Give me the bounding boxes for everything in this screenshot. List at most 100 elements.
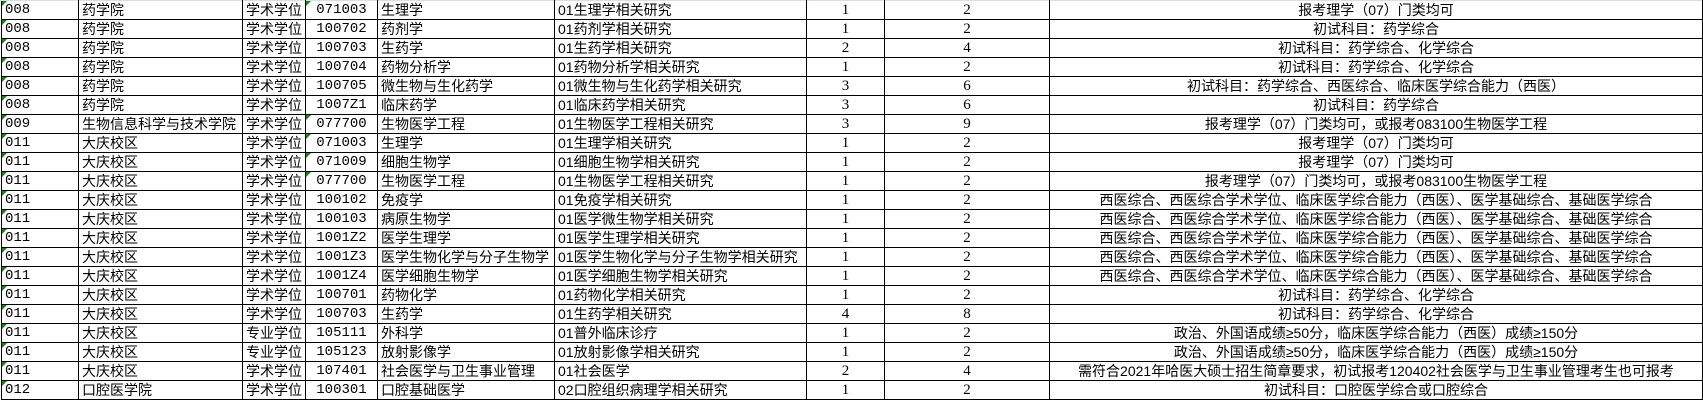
cell-research-direction[interactable]: 01普外临床诊疗 [554,323,807,343]
cell-note[interactable]: 西医综合、西医综合学术学位、临床医学综合能力（西医）、医学基础综合、基础医学综合 [1049,266,1703,286]
cell-dept-code[interactable]: 011 [1,228,79,248]
cell-major-code[interactable]: 077700 [305,114,378,134]
cell-note[interactable]: 初试科目：药学综合、西医综合、临床医学综合能力（西医） [1049,76,1703,96]
cell-major[interactable]: 生药学 [377,38,555,58]
cell-quota[interactable]: 2 [884,228,1050,248]
cell-major[interactable]: 放射影像学 [377,342,555,362]
cell-research-direction[interactable]: 01药物分析学相关研究 [554,57,807,77]
cell-major-code[interactable]: 100704 [305,57,378,77]
cell-note[interactable]: 报考理学（07）门类均可，或报考083100生物医学工程 [1049,114,1703,134]
cell-degree-type[interactable]: 学术学位 [242,152,306,172]
cell-department[interactable]: 大庆校区 [78,285,243,305]
cell-department[interactable]: 大庆校区 [78,323,243,343]
cell-major[interactable]: 生理学 [377,0,555,20]
cell-department[interactable]: 大庆校区 [78,247,243,267]
cell-department[interactable]: 大庆校区 [78,361,243,381]
cell-major[interactable]: 口腔基础医学 [377,380,555,400]
cell-major-code[interactable]: 100102 [305,190,378,210]
cell-plan-count[interactable]: 1 [806,266,885,286]
cell-quota[interactable]: 2 [884,0,1050,20]
cell-dept-code[interactable]: 011 [1,304,79,324]
cell-major[interactable]: 病原生物学 [377,209,555,229]
cell-degree-type[interactable]: 学术学位 [242,304,306,324]
cell-major[interactable]: 医学生物化学与分子生物学 [377,247,555,267]
cell-quota[interactable]: 2 [884,285,1050,305]
cell-degree-type[interactable]: 学术学位 [242,19,306,39]
cell-major[interactable]: 生理学 [377,133,555,153]
cell-department[interactable]: 药学院 [78,57,243,77]
cell-quota[interactable]: 6 [884,95,1050,115]
cell-degree-type[interactable]: 专业学位 [242,323,306,343]
cell-department[interactable]: 大庆校区 [78,209,243,229]
cell-note[interactable]: 西医综合、西医综合学术学位、临床医学综合能力（西医）、医学基础综合、基础医学综合 [1049,209,1703,229]
cell-note[interactable]: 政治、外国语成绩≥50分，临床医学综合能力（西医）成绩≥150分 [1049,342,1703,362]
cell-major-code[interactable]: 107401 [305,361,378,381]
cell-major-code[interactable]: 1001Z3 [305,247,378,267]
cell-department[interactable]: 大庆校区 [78,228,243,248]
cell-major-code[interactable]: 100301 [305,380,378,400]
cell-quota[interactable]: 4 [884,38,1050,58]
cell-major-code[interactable]: 1001Z2 [305,228,378,248]
cell-major[interactable]: 药物分析学 [377,57,555,77]
cell-research-direction[interactable]: 01药物化学相关研究 [554,285,807,305]
cell-research-direction[interactable]: 02口腔组织病理学相关研究 [554,380,807,400]
cell-note[interactable]: 初试科目：口腔医学综合或口腔综合 [1049,380,1703,400]
cell-dept-code[interactable]: 008 [1,38,79,58]
cell-degree-type[interactable]: 学术学位 [242,285,306,305]
cell-note[interactable]: 初试科目：药学综合 [1049,19,1703,39]
cell-research-direction[interactable]: 01细胞生物学相关研究 [554,152,807,172]
cell-plan-count[interactable]: 1 [806,228,885,248]
cell-major-code[interactable]: 100703 [305,38,378,58]
cell-plan-count[interactable]: 1 [806,152,885,172]
cell-plan-count[interactable]: 1 [806,133,885,153]
cell-note[interactable]: 政治、外国语成绩≥50分，临床医学综合能力（西医）成绩≥150分 [1049,323,1703,343]
cell-major-code[interactable]: 105111 [305,323,378,343]
cell-degree-type[interactable]: 学术学位 [242,380,306,400]
cell-plan-count[interactable]: 2 [806,38,885,58]
cell-major[interactable]: 外科学 [377,323,555,343]
cell-plan-count[interactable]: 1 [806,57,885,77]
cell-quota[interactable]: 8 [884,304,1050,324]
cell-degree-type[interactable]: 学术学位 [242,95,306,115]
cell-plan-count[interactable]: 1 [806,380,885,400]
cell-degree-type[interactable]: 专业学位 [242,342,306,362]
cell-department[interactable]: 大庆校区 [78,171,243,191]
cell-plan-count[interactable]: 3 [806,114,885,134]
cell-department[interactable]: 大庆校区 [78,190,243,210]
cell-note[interactable]: 初试科目：药学综合、化学综合 [1049,304,1703,324]
cell-major-code[interactable]: 077700 [305,171,378,191]
cell-department[interactable]: 大庆校区 [78,133,243,153]
cell-major-code[interactable]: 071003 [305,0,378,20]
cell-dept-code[interactable]: 011 [1,209,79,229]
cell-dept-code[interactable]: 008 [1,0,79,20]
cell-quota[interactable]: 2 [884,57,1050,77]
cell-note[interactable]: 报考理学（07）门类均可，或报考083100生物医学工程 [1049,171,1703,191]
cell-plan-count[interactable]: 1 [806,0,885,20]
cell-department[interactable]: 药学院 [78,0,243,20]
cell-department[interactable]: 大庆校区 [78,304,243,324]
cell-department[interactable]: 药学院 [78,95,243,115]
cell-quota[interactable]: 2 [884,190,1050,210]
cell-degree-type[interactable]: 学术学位 [242,0,306,20]
cell-department[interactable]: 药学院 [78,76,243,96]
cell-plan-count[interactable]: 1 [806,171,885,191]
cell-degree-type[interactable]: 学术学位 [242,171,306,191]
cell-dept-code[interactable]: 011 [1,323,79,343]
cell-research-direction[interactable]: 01生物医学工程相关研究 [554,171,807,191]
cell-quota[interactable]: 9 [884,114,1050,134]
cell-quota[interactable]: 2 [884,19,1050,39]
cell-research-direction[interactable]: 01生药学相关研究 [554,38,807,58]
cell-plan-count[interactable]: 3 [806,95,885,115]
cell-major[interactable]: 药剂学 [377,19,555,39]
cell-major-code[interactable]: 1001Z4 [305,266,378,286]
cell-plan-count[interactable]: 1 [806,19,885,39]
cell-degree-type[interactable]: 学术学位 [242,209,306,229]
cell-research-direction[interactable]: 01生物医学工程相关研究 [554,114,807,134]
cell-major-code[interactable]: 1007Z1 [305,95,378,115]
cell-major[interactable]: 细胞生物学 [377,152,555,172]
cell-quota[interactable]: 2 [884,323,1050,343]
cell-major[interactable]: 医学细胞生物学 [377,266,555,286]
cell-plan-count[interactable]: 1 [806,190,885,210]
cell-dept-code[interactable]: 011 [1,361,79,381]
cell-plan-count[interactable]: 3 [806,76,885,96]
